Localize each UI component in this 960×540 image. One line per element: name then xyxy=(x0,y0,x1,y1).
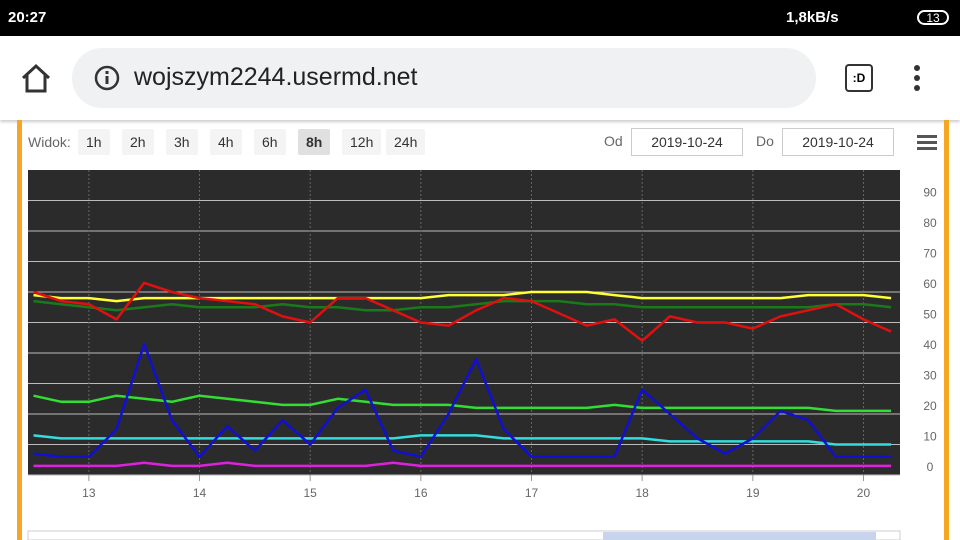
status-bar: 20:27 1,8kB/s 13 xyxy=(0,0,960,36)
x-tick-label: 13 xyxy=(82,486,96,500)
url: wojszym2244.usermd.net xyxy=(134,63,418,91)
y-tick-label: 70 xyxy=(923,247,937,261)
x-tick-label: 14 xyxy=(193,486,207,500)
series-line xyxy=(33,299,892,312)
y-tick-label: 0 xyxy=(927,460,934,474)
series-line xyxy=(33,461,892,468)
from-label: Od xyxy=(604,133,623,149)
range-label: Widok: xyxy=(28,134,71,150)
navigator-window[interactable] xyxy=(603,532,876,540)
from-input[interactable]: 2019-10-24 xyxy=(631,128,743,156)
tabs-button[interactable]: :D xyxy=(845,64,873,92)
series-line xyxy=(33,394,892,413)
menu-button[interactable] xyxy=(910,64,924,92)
x-tick-label: 18 xyxy=(635,486,649,500)
frame-border xyxy=(944,120,949,540)
battery: 13 xyxy=(917,10,949,25)
info-icon xyxy=(94,65,120,91)
export-menu[interactable] xyxy=(917,134,937,150)
y-tick-label: 80 xyxy=(923,216,937,230)
range-button[interactable]: 4h xyxy=(210,129,242,155)
range-button[interactable]: 2h xyxy=(122,129,154,155)
series-line xyxy=(33,342,892,458)
home-button[interactable] xyxy=(20,62,52,94)
x-tick-label: 19 xyxy=(746,486,760,500)
toolbar: Widok: Od 2019-10-24 Do 2019-10-24 1h 2h 3… xyxy=(24,124,942,160)
browser-bar: wojszym2244.usermd.net :D xyxy=(0,36,960,120)
y-tick-label: 50 xyxy=(923,308,937,322)
y-tick-label: 90 xyxy=(923,186,937,200)
navigator xyxy=(27,530,901,540)
x-tick-label: 17 xyxy=(525,486,539,500)
y-tick-label: 10 xyxy=(923,430,937,444)
series-line xyxy=(33,290,892,303)
range-button[interactable]: 3h xyxy=(166,129,198,155)
y-tick-label: 30 xyxy=(923,369,937,383)
range-button[interactable]: 1h xyxy=(78,129,110,155)
series-line xyxy=(33,281,892,343)
net-speed: 1,8kB/s xyxy=(786,9,839,26)
to-label: Do xyxy=(756,133,774,149)
y-tick-label: 20 xyxy=(923,399,937,413)
range-button[interactable]: 24h xyxy=(386,129,426,155)
x-tick-label: 15 xyxy=(304,486,318,500)
range-button[interactable]: 8h xyxy=(298,129,331,155)
clock: 20:27 xyxy=(8,9,47,26)
x-tick-label: 16 xyxy=(414,486,428,500)
range-button[interactable]: 12h xyxy=(342,129,382,155)
y-tick-label: 60 xyxy=(923,277,937,291)
y-tick-label: 40 xyxy=(923,338,937,352)
x-tick-label: 20 xyxy=(857,486,871,500)
to-input[interactable]: 2019-10-24 xyxy=(782,128,894,156)
frame-border xyxy=(17,120,22,540)
address-bar[interactable]: wojszym2244.usermd.net xyxy=(72,48,816,108)
range-button[interactable]: 6h xyxy=(254,129,286,155)
